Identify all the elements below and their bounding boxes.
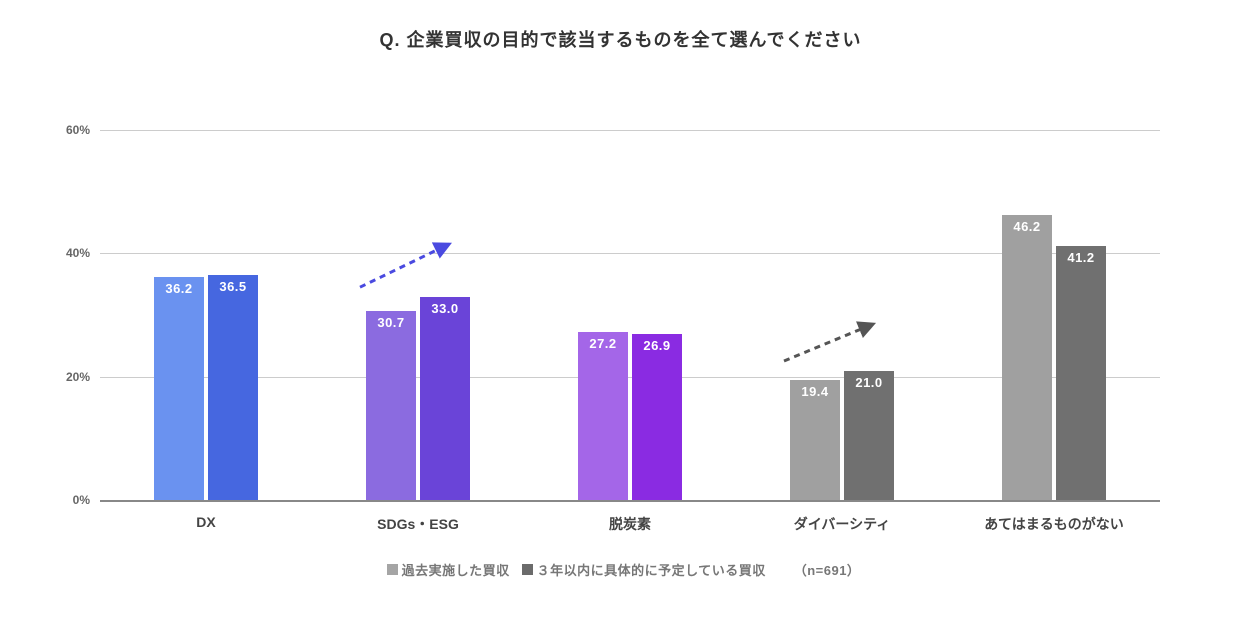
bar: 36.5: [208, 275, 258, 500]
bar: 46.2: [1002, 215, 1052, 500]
bar-value-label: 27.2: [578, 336, 628, 351]
bar-value-label: 36.2: [154, 281, 204, 296]
gridline: [100, 130, 1160, 131]
legend-label: ３年以内に具体的に予定している買収: [537, 560, 766, 579]
bar-value-label: 21.0: [844, 375, 894, 390]
y-tick-label: 20%: [66, 370, 100, 384]
bar-value-label: 30.7: [366, 315, 416, 330]
legend-n-note: （n=691）: [794, 563, 861, 578]
category-label: 脱炭素: [609, 500, 651, 534]
chart-root: Q. 企業買収の目的で該当するものを全て選んでください 0% 20% 40% 60% 3…: [0, 0, 1241, 620]
gridline: [100, 377, 1160, 378]
trend-arrow: [348, 232, 461, 299]
bar: 26.9: [632, 334, 682, 500]
bar-value-label: 19.4: [790, 384, 840, 399]
category-label: SDGs・ESG: [377, 500, 459, 534]
legend-item: ３年以内に具体的に予定している買収: [522, 560, 766, 579]
bar-value-label: 36.5: [208, 279, 258, 294]
y-tick-label: 60%: [66, 123, 100, 137]
legend-item: 過去実施した買収: [387, 560, 510, 579]
legend-swatch: [387, 564, 398, 575]
bar: 30.7: [366, 311, 416, 500]
category-label: DX: [196, 500, 215, 530]
bar-value-label: 33.0: [420, 301, 470, 316]
chart-legend: 過去実施した買収 ３年以内に具体的に予定している買収 （n=691）: [0, 560, 1241, 579]
bar: 21.0: [844, 371, 894, 501]
category-label: ダイバーシティ: [794, 500, 891, 534]
category-label: あてはまるものがない: [984, 500, 1123, 534]
bar-value-label: 26.9: [632, 338, 682, 353]
bar: 33.0: [420, 297, 470, 501]
bar: 19.4: [790, 380, 840, 500]
bar: 36.2: [154, 277, 204, 500]
bar: 41.2: [1056, 246, 1106, 500]
bar: 27.2: [578, 332, 628, 500]
plot-area: 0%20%40%60%36.236.5DX30.733.0SDGs・ESG27.…: [100, 130, 1160, 500]
y-tick-label: 40%: [66, 246, 100, 260]
bar-value-label: 41.2: [1056, 250, 1106, 265]
gridline: [100, 253, 1160, 254]
trend-arrow: [772, 312, 885, 373]
legend-swatch: [522, 564, 533, 575]
chart-title: Q. 企業買収の目的で該当するものを全て選んでください: [0, 26, 1241, 52]
bar-value-label: 46.2: [1002, 219, 1052, 234]
legend-label: 過去実施した買収: [402, 560, 510, 579]
y-tick-label: 0%: [73, 493, 100, 507]
